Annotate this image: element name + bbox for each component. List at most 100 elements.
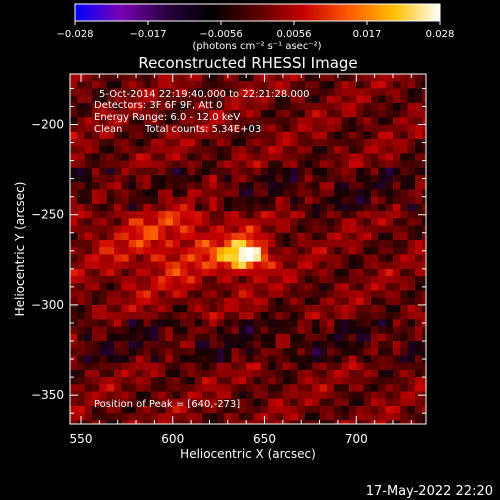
heatmap-cell bbox=[70, 369, 78, 378]
heatmap-cell bbox=[290, 369, 299, 378]
heatmap-cell bbox=[363, 203, 372, 212]
heatmap-cell bbox=[334, 384, 343, 393]
heatmap-cell bbox=[136, 369, 144, 378]
heatmap-cell bbox=[253, 167, 262, 176]
heatmap-cell bbox=[282, 304, 291, 313]
heatmap-cell bbox=[158, 297, 167, 306]
heatmap-cell bbox=[378, 413, 387, 421]
heatmap-cell bbox=[378, 117, 387, 126]
heatmap-cell bbox=[378, 384, 387, 393]
heatmap-cell bbox=[224, 81, 233, 90]
heatmap-cell bbox=[297, 283, 306, 292]
heatmap-cell bbox=[106, 276, 115, 284]
heatmap-cell bbox=[363, 232, 372, 241]
heatmap-cell bbox=[172, 167, 181, 176]
heatmap-cell bbox=[70, 420, 78, 424]
heatmap-cell bbox=[99, 369, 108, 378]
heatmap-cell bbox=[268, 117, 277, 126]
heatmap-cell bbox=[92, 384, 100, 393]
heatmap-cell bbox=[216, 384, 225, 393]
heatmap-cell bbox=[260, 290, 269, 299]
heatmap-cell bbox=[128, 182, 137, 191]
heatmap-cell bbox=[414, 283, 423, 292]
heatmap-cell bbox=[275, 254, 284, 263]
heatmap-cell bbox=[348, 333, 357, 342]
heatmap-cell bbox=[422, 254, 426, 263]
x-tick-label: 600 bbox=[161, 432, 184, 446]
heatmap-cell bbox=[128, 377, 137, 385]
heatmap-cell bbox=[121, 290, 130, 299]
heatmap-cell bbox=[414, 319, 423, 328]
heatmap-cell bbox=[136, 124, 144, 133]
heatmap-cell bbox=[385, 398, 394, 407]
heatmap-cell bbox=[216, 261, 225, 270]
heatmap-cell bbox=[407, 247, 416, 256]
heatmap-cell bbox=[260, 398, 269, 407]
heatmap-cell bbox=[172, 81, 181, 90]
heatmap-cell bbox=[414, 160, 423, 169]
heatmap-cell bbox=[165, 81, 174, 90]
heatmap-cell bbox=[407, 218, 416, 227]
heatmap-cell bbox=[150, 211, 159, 219]
heatmap-cell bbox=[290, 95, 299, 104]
heatmap-cell bbox=[114, 348, 122, 357]
heatmap-cell bbox=[143, 131, 152, 140]
heatmap-cell bbox=[319, 153, 328, 162]
heatmap-cell bbox=[260, 117, 269, 126]
heatmap-cell bbox=[297, 304, 306, 313]
heatmap-cell bbox=[187, 239, 196, 248]
heatmap-cell bbox=[334, 326, 343, 335]
heatmap-cell bbox=[334, 413, 343, 421]
heatmap-cell bbox=[304, 239, 313, 248]
heatmap-cell bbox=[84, 384, 93, 393]
heatmap-cell bbox=[341, 247, 350, 256]
heatmap-cell bbox=[209, 348, 218, 357]
heatmap-cell bbox=[290, 189, 299, 198]
heatmap-cell bbox=[224, 110, 233, 118]
heatmap-cell bbox=[150, 297, 159, 306]
heatmap-cell bbox=[106, 175, 115, 183]
heatmap-cell bbox=[216, 167, 225, 176]
heatmap-cell bbox=[172, 117, 181, 126]
heatmap-cell bbox=[77, 254, 86, 263]
heatmap-cell bbox=[363, 182, 372, 191]
heatmap-cell bbox=[224, 167, 233, 176]
heatmap-cell bbox=[136, 153, 144, 162]
heatmap-cell bbox=[172, 247, 181, 256]
heatmap-cell bbox=[209, 304, 218, 313]
heatmap-cell bbox=[77, 110, 86, 118]
heatmap-cell bbox=[282, 211, 291, 219]
heatmap-cell bbox=[341, 203, 350, 212]
heatmap-cell bbox=[341, 95, 350, 104]
heatmap-cell bbox=[158, 247, 167, 256]
heatmap-cell bbox=[341, 355, 350, 364]
heatmap-cell bbox=[334, 110, 343, 118]
heatmap-cell bbox=[136, 384, 144, 393]
heatmap-cell bbox=[202, 413, 211, 421]
heatmap-cell bbox=[202, 225, 211, 234]
heatmap-cell bbox=[407, 203, 416, 212]
heatmap-cell bbox=[297, 225, 306, 234]
heatmap-cell bbox=[70, 405, 78, 414]
heatmap-cell bbox=[194, 405, 203, 414]
heatmap-cell bbox=[238, 420, 247, 424]
heatmap-cell bbox=[268, 304, 277, 313]
heatmap-cell bbox=[422, 232, 426, 241]
heatmap-cell bbox=[297, 239, 306, 248]
heatmap-cell bbox=[143, 261, 152, 270]
heatmap-cell bbox=[392, 384, 401, 393]
heatmap-cell bbox=[84, 283, 93, 292]
heatmap-cell bbox=[304, 341, 313, 349]
heatmap-cell bbox=[121, 261, 130, 270]
heatmap-cell bbox=[128, 218, 137, 227]
heatmap-cell bbox=[422, 196, 426, 205]
heatmap-cell bbox=[326, 218, 335, 227]
heatmap-cell bbox=[407, 333, 416, 342]
heatmap-cell bbox=[348, 326, 357, 335]
heatmap-cell bbox=[224, 175, 233, 183]
heatmap-cell bbox=[312, 232, 321, 241]
heatmap-cell bbox=[297, 110, 306, 118]
heatmap-cell bbox=[106, 74, 115, 82]
heatmap-cell bbox=[224, 290, 233, 299]
heatmap-cell bbox=[319, 420, 328, 424]
